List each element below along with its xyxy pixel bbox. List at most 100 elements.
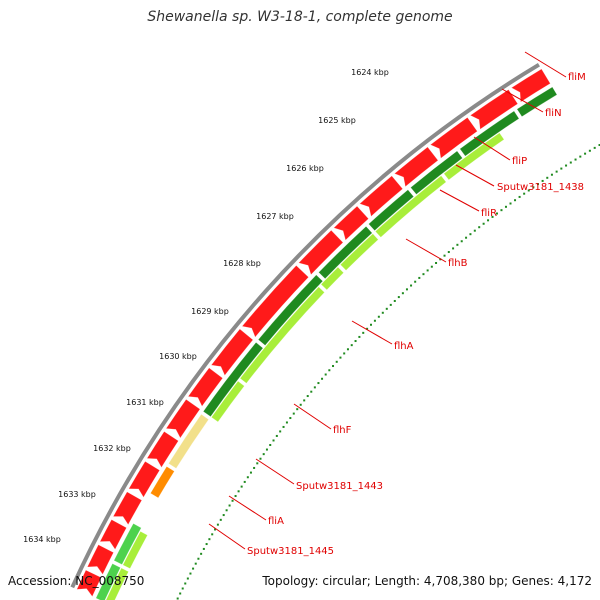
tick-dot xyxy=(550,173,553,176)
tick-dot xyxy=(397,296,400,299)
tick-dot xyxy=(328,369,331,372)
forward-cds-feature xyxy=(187,367,224,407)
tick-dot xyxy=(469,233,472,236)
gene-label-leader xyxy=(473,136,511,161)
reverse-cds-feature xyxy=(318,225,373,280)
tick-dot xyxy=(310,390,313,393)
gene-label-leader xyxy=(524,51,567,78)
tick-dot xyxy=(422,273,425,276)
gene-label-leader xyxy=(208,523,246,550)
gene-label: fliR xyxy=(481,208,497,219)
tick-dot xyxy=(358,335,361,338)
tick-dot xyxy=(189,572,192,575)
tick-dot xyxy=(194,562,197,565)
tick-dot xyxy=(509,202,512,205)
tick-dot xyxy=(186,577,189,580)
tick-dot xyxy=(500,209,503,212)
forward-cds-feature xyxy=(210,328,254,376)
gene-label: fliN xyxy=(545,108,562,119)
tick-dot xyxy=(389,303,392,306)
tick-dot xyxy=(369,323,372,326)
forward-cds-feature xyxy=(469,89,519,130)
tick-label: 1624 kbp xyxy=(351,68,389,77)
tick-dot xyxy=(179,592,182,595)
tick-label: 1630 kbp xyxy=(159,352,197,361)
tick-dot xyxy=(426,269,429,272)
tick-dot xyxy=(200,552,203,555)
tick-dot xyxy=(228,504,231,507)
inner-track-feature xyxy=(374,175,447,238)
tick-dot xyxy=(487,219,490,222)
forward-cds-feature xyxy=(359,175,404,217)
tick-dot-layer xyxy=(176,144,600,600)
tick-dot xyxy=(414,280,417,283)
tick-dot xyxy=(208,538,211,541)
tick-dot xyxy=(504,205,507,208)
genome-backbone xyxy=(70,62,540,589)
tick-dot xyxy=(253,466,256,469)
forward-cds-feature xyxy=(241,265,309,338)
gene-label: fliM xyxy=(568,72,586,83)
tick-dot xyxy=(184,582,187,585)
tick-dot xyxy=(536,183,539,186)
map-title: Shewanella sp. W3-18-1, complete genome xyxy=(147,9,453,25)
tick-dot xyxy=(598,144,600,147)
gene-label-leader xyxy=(455,164,495,187)
forward-cds-feature xyxy=(393,146,439,188)
tick-dot xyxy=(282,425,285,428)
forward-cds-feature xyxy=(99,519,127,550)
gene-label-leader xyxy=(439,189,480,212)
tick-dot xyxy=(335,360,338,363)
tick-dot xyxy=(225,509,228,512)
forward-cds-feature xyxy=(146,431,179,468)
tick-labels: 1624 kbp 1625 kbp 1626 kbp 1627 kbp 1628 kbp… xyxy=(23,68,389,544)
tick-dot xyxy=(299,403,302,406)
tick-dot xyxy=(460,240,463,243)
tick-dot xyxy=(569,161,572,164)
tick-dot xyxy=(541,179,544,182)
tick-dot xyxy=(452,247,455,250)
tick-dot xyxy=(377,315,380,318)
tick-dot xyxy=(279,430,282,433)
tick-dot xyxy=(447,251,450,254)
accession-text: Accession: NC_008750 xyxy=(8,574,145,588)
reverse-cds-feature xyxy=(113,523,142,565)
tick-dot xyxy=(269,444,272,447)
tick-dot xyxy=(289,417,292,420)
gene-label-leader xyxy=(255,458,295,485)
gene-label: Sputw3181_1445 xyxy=(247,546,334,557)
inner-track-feature xyxy=(443,132,505,181)
inner-track-feature xyxy=(122,530,148,569)
tick-dot xyxy=(259,457,262,460)
inner-track-feature xyxy=(211,380,245,423)
tick-dot xyxy=(381,311,384,314)
inner-track-feature xyxy=(339,233,379,271)
inner-track-feature xyxy=(105,567,129,600)
tick-dot xyxy=(214,528,217,531)
tick-dot xyxy=(222,514,225,517)
tick-dot xyxy=(518,195,521,198)
tick-dot xyxy=(324,373,327,376)
tick-dot xyxy=(306,395,309,398)
tick-dot xyxy=(584,152,587,155)
tick-dot xyxy=(231,499,234,502)
gene-label: fliP xyxy=(512,156,527,167)
tick-dot xyxy=(373,319,376,322)
tick-dot xyxy=(527,189,530,192)
reverse-cds-feature xyxy=(516,86,558,118)
tick-dot xyxy=(216,523,219,526)
tick-label: 1627 kbp xyxy=(256,212,294,221)
tick-dot xyxy=(181,587,184,590)
tick-dot xyxy=(588,149,591,152)
tick-dot xyxy=(560,167,563,170)
gene-labels: fliM fliN fliP Sputw3181_1438 fliR flhB flhA fl… xyxy=(208,51,586,557)
tick-dot xyxy=(317,382,320,385)
tick-dot xyxy=(456,243,459,246)
tick-label: 1633 kbp xyxy=(58,490,96,499)
gene-label-leader xyxy=(405,238,447,263)
forward-cds-feature xyxy=(128,460,161,498)
tick-dot xyxy=(546,176,549,179)
forward-cds-feature xyxy=(86,544,114,575)
tick-dot xyxy=(285,421,288,424)
feature-tracks xyxy=(70,62,558,600)
